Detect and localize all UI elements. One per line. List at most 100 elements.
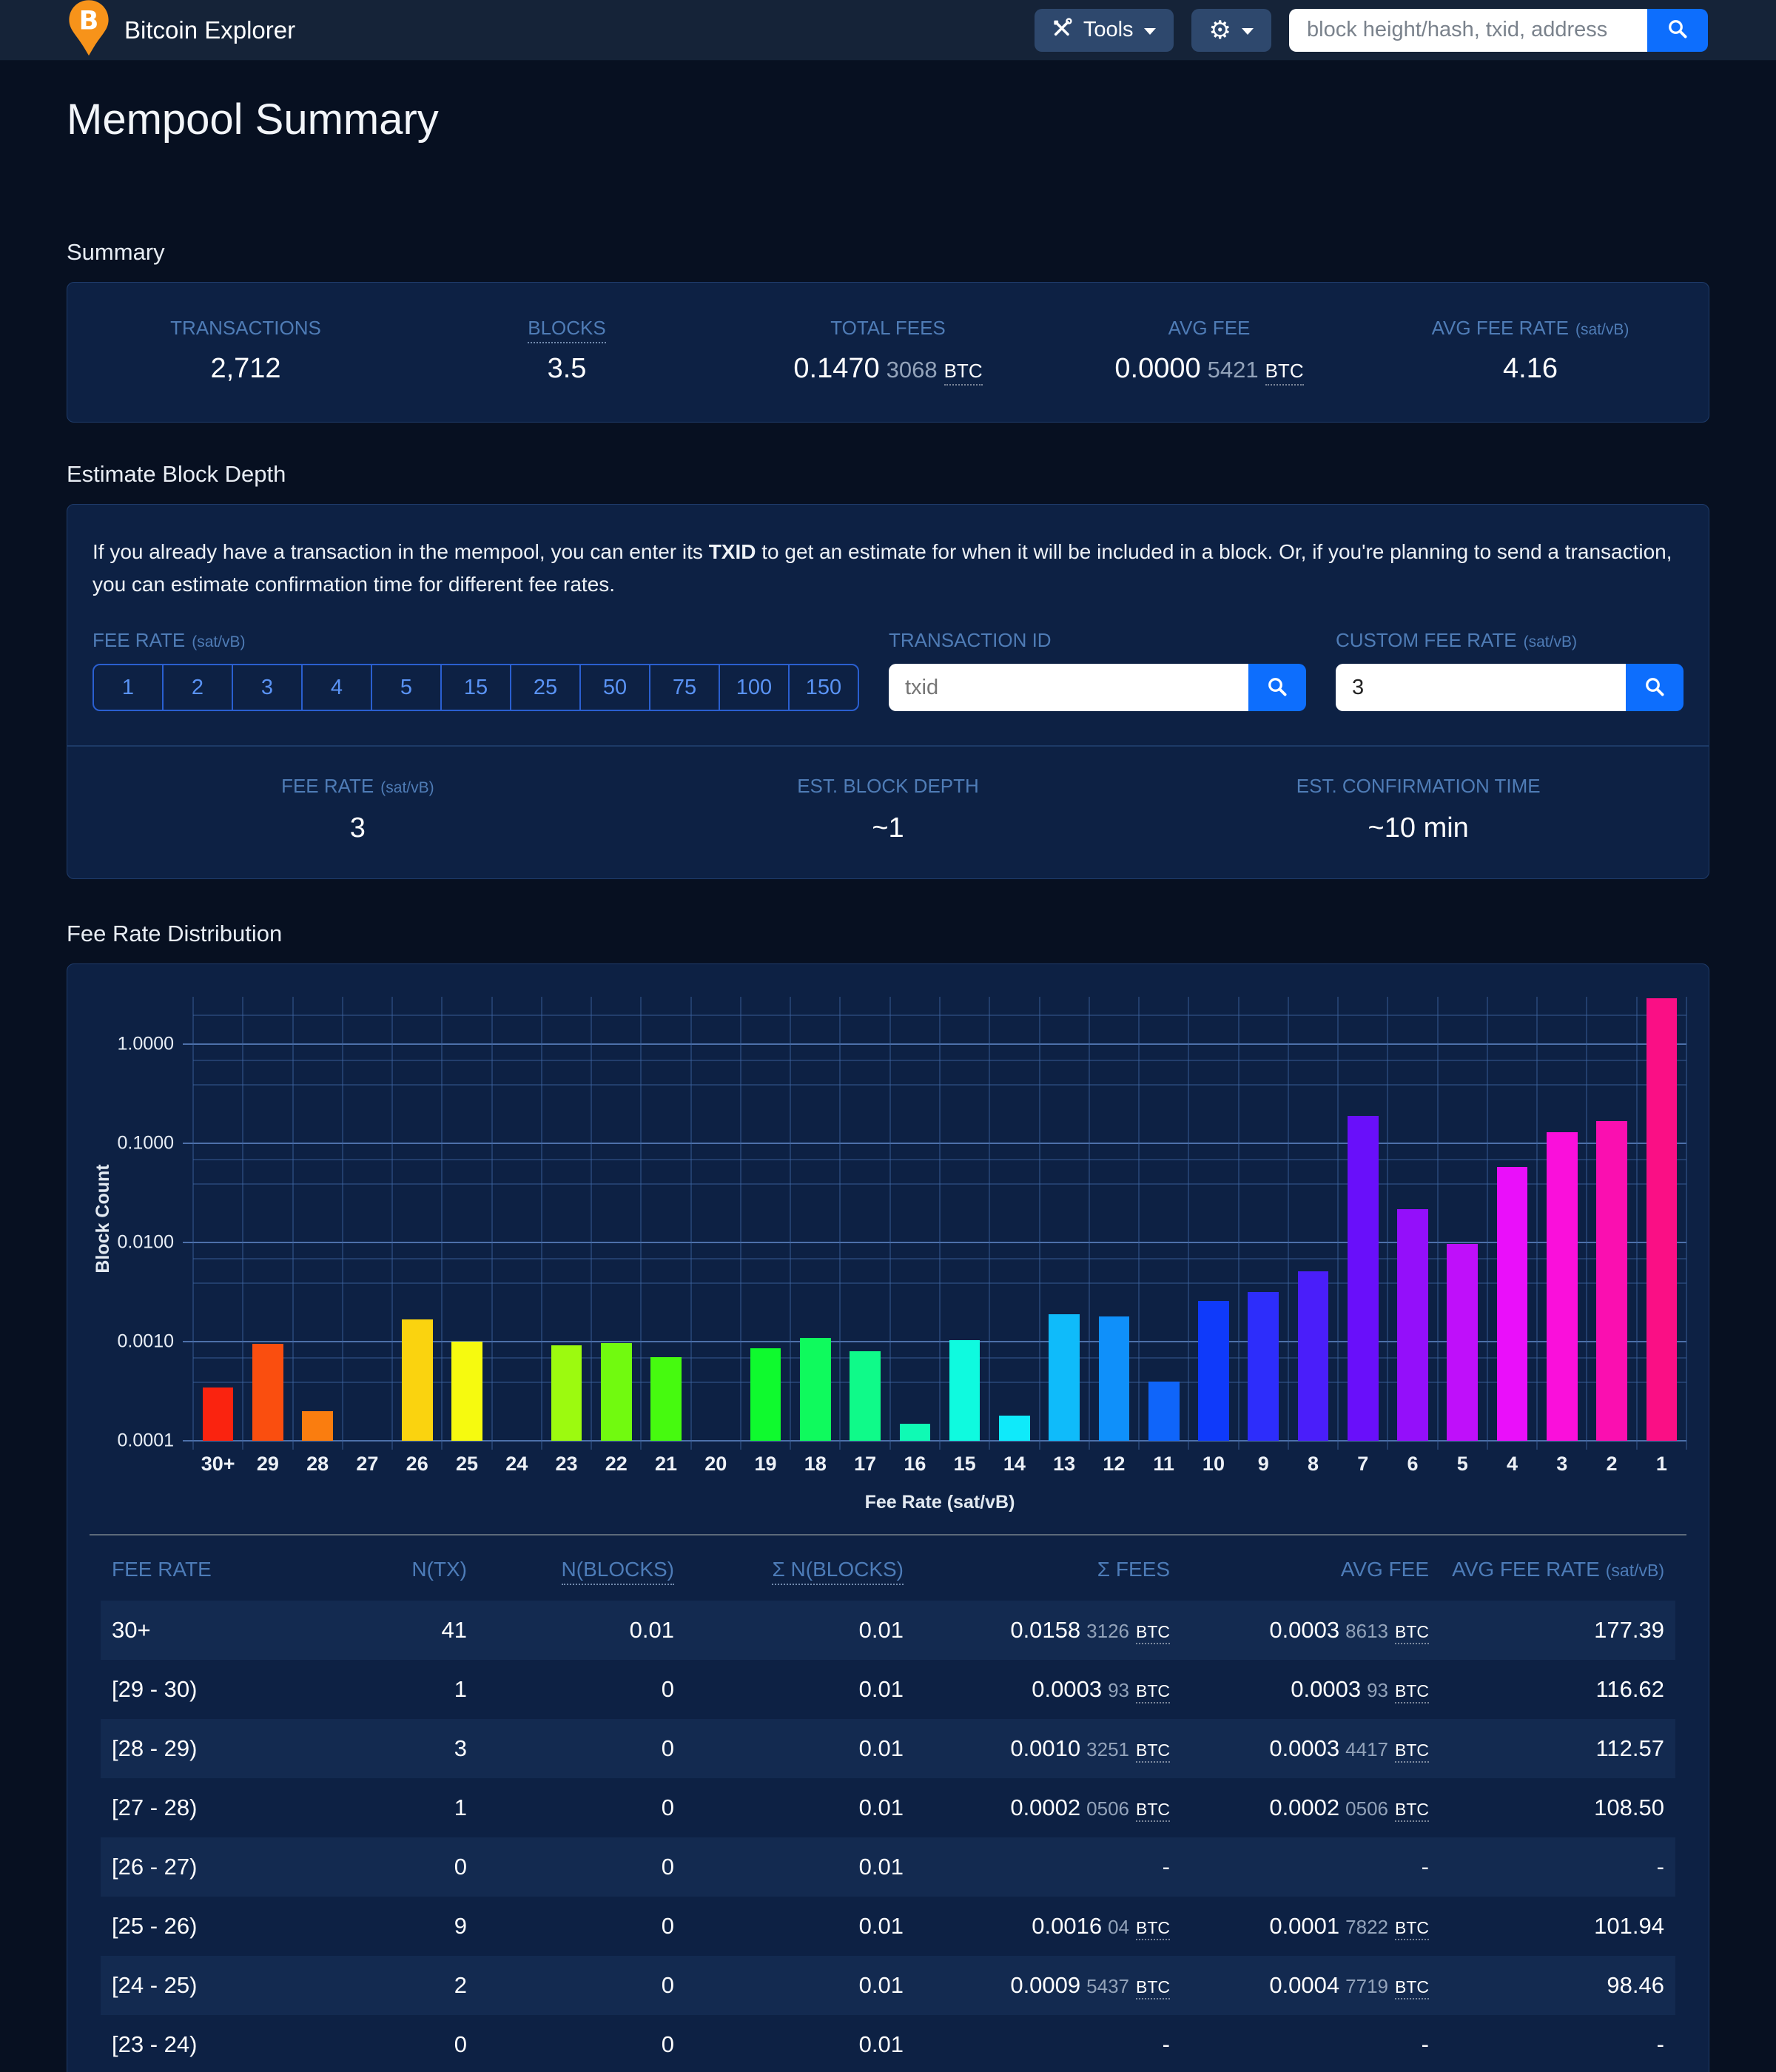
amount-main: 0.0003 (1032, 1676, 1103, 1703)
txid-search-button[interactable] (1248, 664, 1306, 712)
table-row: [28 - 29) 3 0 0.01 0.0010 3251 BTC 0.0003 4417 BT… (101, 1719, 1675, 1779)
tools-icon (1052, 17, 1073, 44)
cell-fee-rate: [28 - 29) (112, 1735, 198, 1762)
stat-value: 4.16 (1503, 353, 1558, 384)
fee-rate-option-4[interactable]: 4 (301, 664, 372, 712)
fee-rate-option-1[interactable]: 1 (92, 664, 164, 712)
gridline-minor (193, 1357, 1686, 1359)
x-axis-label: 2 (1606, 1453, 1618, 1476)
x-axis-label: 13 (1053, 1453, 1076, 1476)
stat-label: TOTAL FEES (830, 317, 946, 339)
fee-rate-option-15[interactable]: 15 (440, 664, 511, 712)
cell-avg-fee: - (1421, 2031, 1429, 2058)
y-axis: Block Count 1.0000 0.1000 0.0100 0.0010 0.00… (90, 997, 193, 1451)
x-axis-label: 29 (256, 1453, 279, 1476)
cell-n-blocks: 0 (661, 1676, 674, 1703)
chevron-down-icon (1242, 28, 1254, 35)
stat-label: AVG FEE (1168, 317, 1251, 339)
summary-heading: Summary (67, 239, 165, 265)
custom-fee-rate-input[interactable] (1336, 664, 1626, 712)
fee-rate-option-150[interactable]: 150 (788, 664, 859, 712)
gridline-vertical (292, 997, 294, 1450)
x-axis-label: 28 (306, 1453, 329, 1476)
amount-main: 0.0004 (1269, 1972, 1340, 1999)
settings-menu-button[interactable]: ⚙ (1191, 8, 1271, 52)
cell-avg-fee-rate: 108.50 (1594, 1794, 1664, 1821)
gear-icon: ⚙ (1208, 16, 1231, 44)
fee-rate-picker: FEE RATE (sat/vB) 1 2 3 4 5 15 25 50 75 100 150 (92, 629, 859, 712)
cell-sum-n-blocks: 0.01 (858, 1913, 904, 1940)
gridline-major (193, 1341, 1686, 1343)
chart-bar (401, 1319, 433, 1442)
cell-avg-fee-rate: - (1656, 1854, 1664, 1880)
cell-sum-fees: 0.0002 0506 BTC (904, 1794, 1170, 1823)
cell-n-tx: 0 (454, 1854, 467, 1880)
chart-bar (799, 1337, 831, 1442)
amount-main: 0.0002 (1269, 1794, 1340, 1821)
cell-n-tx: 0 (454, 2031, 467, 2058)
btc-unit: BTC (1136, 1740, 1170, 1763)
fee-rate-option-25[interactable]: 25 (510, 664, 581, 712)
amount-dim: 8613 (1345, 1620, 1388, 1643)
gridline-vertical (790, 997, 792, 1450)
brand-title: Bitcoin Explorer (124, 16, 296, 44)
y-axis-tick-label: 1.0000 (117, 1033, 174, 1054)
stat-value: 2,712 (210, 353, 281, 384)
chart-bar (1397, 1208, 1428, 1442)
gridline-vertical (391, 997, 394, 1450)
results-divider (67, 745, 1709, 747)
fee-rate-option-3[interactable]: 3 (232, 664, 303, 712)
fee-rate-option-50[interactable]: 50 (579, 664, 650, 712)
chevron-down-icon (1143, 28, 1156, 35)
custom-fee-rate-search-button[interactable] (1626, 664, 1684, 712)
cell-avg-fee-rate: 98.46 (1607, 1972, 1664, 1999)
x-axis-label: 5 (1456, 1453, 1468, 1476)
y-axis-tick-mark (183, 1440, 193, 1442)
cell-sum-fees: - (1162, 1854, 1170, 1880)
col-header-sum-fees: Σ FEES (1097, 1558, 1170, 1581)
cell-n-blocks: 0 (661, 1972, 674, 1999)
chart-card: Block Count 1.0000 0.1000 0.0100 0.0010 0.00… (67, 963, 1709, 2072)
gridline-minor (193, 1159, 1686, 1161)
col-header-sum-n-blocks: Σ N(BLOCKS) (674, 1558, 904, 1586)
chart-bar (949, 1339, 980, 1442)
x-axis-label: 6 (1407, 1453, 1419, 1476)
txid-input[interactable] (889, 664, 1248, 712)
cell-sum-n-blocks: 0.01 (858, 2031, 904, 2058)
btc-unit: BTC (1136, 1622, 1170, 1645)
brand-group[interactable]: B Bitcoin Explorer (68, 0, 295, 60)
search-button[interactable] (1647, 8, 1708, 52)
x-axis-label: 3 (1556, 1453, 1568, 1476)
cell-fee-rate: [27 - 28) (112, 1794, 198, 1821)
cell-avg-fee-rate: 101.94 (1594, 1913, 1664, 1940)
gridline-minor (193, 1282, 1686, 1284)
chart-bar (999, 1416, 1030, 1442)
cell-sum-n-blocks: 0.01 (858, 1735, 904, 1762)
fee-rate-option-100[interactable]: 100 (719, 664, 790, 712)
chart-bar (252, 1344, 283, 1442)
cell-avg-fee: 0.0003 93 BTC (1170, 1676, 1429, 1704)
stat-label: TRANSACTIONS (170, 317, 321, 339)
x-axis-label: 24 (505, 1453, 528, 1476)
fee-rate-option-2[interactable]: 2 (162, 664, 233, 712)
gridline-vertical (441, 997, 443, 1450)
col-header-avg-fee: AVG FEE (1340, 1558, 1429, 1581)
y-axis-tick-mark (183, 1242, 193, 1244)
tools-menu-button[interactable]: Tools (1034, 8, 1174, 52)
x-axis-label: 25 (455, 1453, 478, 1476)
amount-dim: 5437 (1086, 1975, 1129, 1998)
btc-unit: BTC (1395, 1800, 1429, 1823)
chart-bar (1646, 998, 1678, 1442)
gridline-minor (193, 1183, 1686, 1185)
amount-main: 0.0003 (1269, 1735, 1340, 1762)
x-axis-label: 7 (1357, 1453, 1369, 1476)
chart-bar (1496, 1167, 1528, 1442)
btc-unit: BTC (1136, 1800, 1170, 1823)
search-input[interactable] (1289, 8, 1647, 52)
amount-dim: 0506 (1345, 1797, 1388, 1820)
fee-rate-option-5[interactable]: 5 (371, 664, 442, 712)
gridline-vertical (939, 997, 941, 1450)
fee-table-header: FEE RATE N(TX) N(BLOCKS) Σ N(BLOCKS) Σ F… (90, 1536, 1686, 1601)
chart-bar (1148, 1381, 1180, 1442)
fee-rate-option-75[interactable]: 75 (649, 664, 720, 712)
